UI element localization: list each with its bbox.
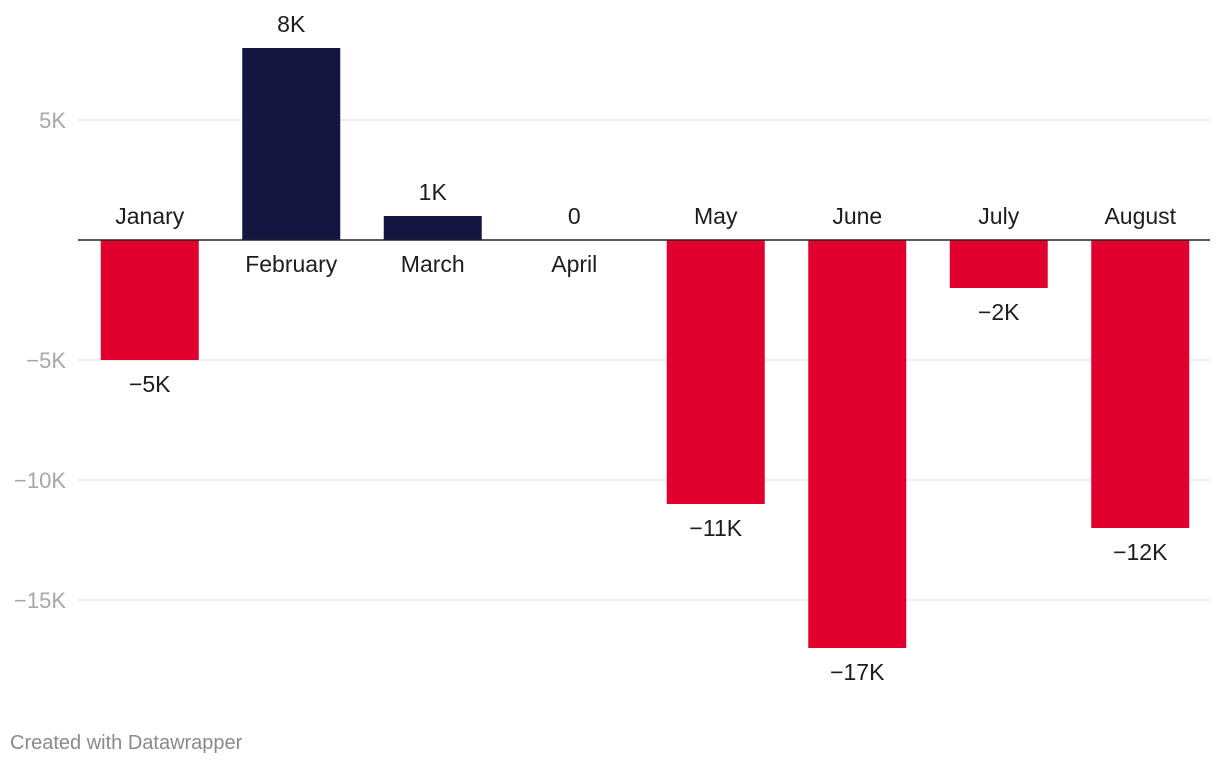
bars: [100, 48, 1190, 648]
category-label: Janary: [115, 203, 185, 229]
bar: [808, 240, 907, 648]
value-label: −17K: [830, 659, 885, 685]
bar: [242, 48, 341, 240]
value-label: 0: [568, 203, 581, 229]
y-tick-label: −10K: [14, 468, 66, 493]
bar: [383, 216, 482, 240]
value-label: −11K: [689, 515, 742, 541]
y-tick-label: −15K: [14, 588, 66, 613]
value-label: −12K: [1113, 539, 1168, 565]
y-tick-label: 5K: [39, 108, 66, 133]
category-label: August: [1104, 203, 1176, 229]
bar-chart: 5K −5K −10K −15K Janary −5K February 8K March 1K…: [14, 11, 1210, 685]
category-label: July: [978, 203, 1019, 229]
y-tick-label: −5K: [26, 348, 66, 373]
category-label: February: [245, 251, 338, 277]
category-label: May: [694, 203, 738, 229]
bar: [949, 240, 1048, 288]
category-label: June: [832, 203, 882, 229]
bar: [666, 240, 765, 504]
category-label: March: [401, 251, 465, 277]
value-label: 8K: [277, 11, 306, 37]
bar: [1091, 240, 1190, 528]
grid-lines: 5K −5K −10K −15K: [14, 108, 1210, 613]
labels: Janary −5K February 8K March 1K April 0 May −11K J…: [115, 11, 1176, 685]
datawrapper-credit: Created with Datawrapper: [10, 732, 243, 754]
value-label: 1K: [419, 179, 448, 205]
bar: [100, 240, 199, 360]
category-label: April: [551, 251, 597, 277]
value-label: −5K: [129, 371, 171, 397]
value-label: −2K: [978, 299, 1020, 325]
